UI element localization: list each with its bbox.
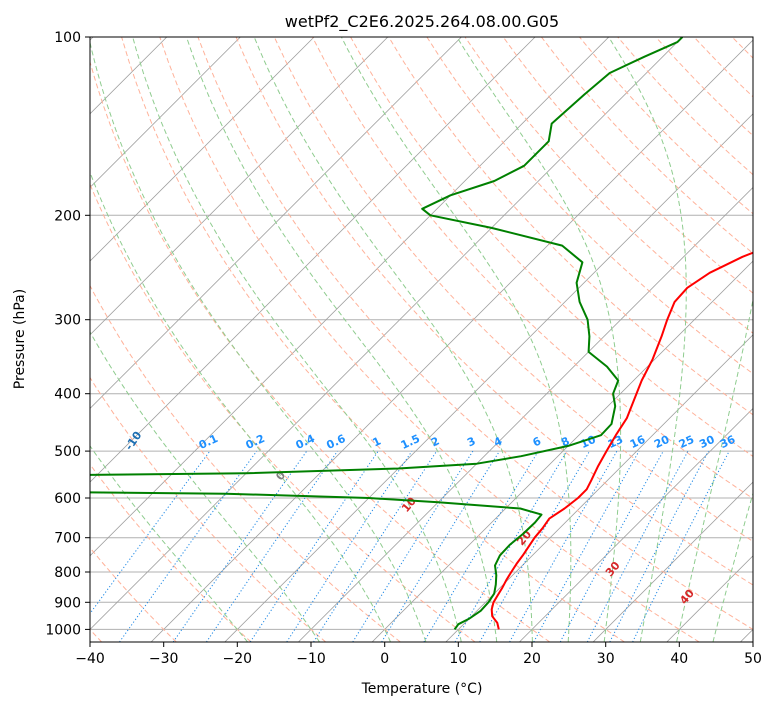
x-axis-label: Temperature (°C) [361,681,483,697]
y-axis-label: Pressure (hPa) [12,289,28,389]
x-tick-label: 10 [449,651,467,667]
x-tick-label: −20 [223,651,253,667]
x-tick-label: 30 [597,651,615,667]
x-tick-label: −30 [149,651,179,667]
x-tick-label: −40 [75,651,105,667]
x-tick-label: 50 [744,651,762,667]
y-tick-label: 800 [54,565,81,581]
y-tick-label: 900 [54,595,81,611]
x-tick-label: 20 [523,651,541,667]
y-tick-label: 500 [54,444,81,460]
y-tick-label: 400 [54,387,81,403]
chart-title: wetPf2_C2E6.2025.264.08.00.G05 [285,12,559,32]
y-tick-label: 100 [54,30,81,46]
x-tick-label: −10 [296,651,326,667]
y-tick-label: 300 [54,313,81,329]
x-tick-label: 0 [380,651,389,667]
y-tick-label: 700 [54,531,81,547]
y-tick-label: 1000 [45,622,81,638]
x-tick-label: 40 [670,651,688,667]
y-tick-label: 200 [54,208,81,224]
y-tick-label: 600 [54,491,81,507]
